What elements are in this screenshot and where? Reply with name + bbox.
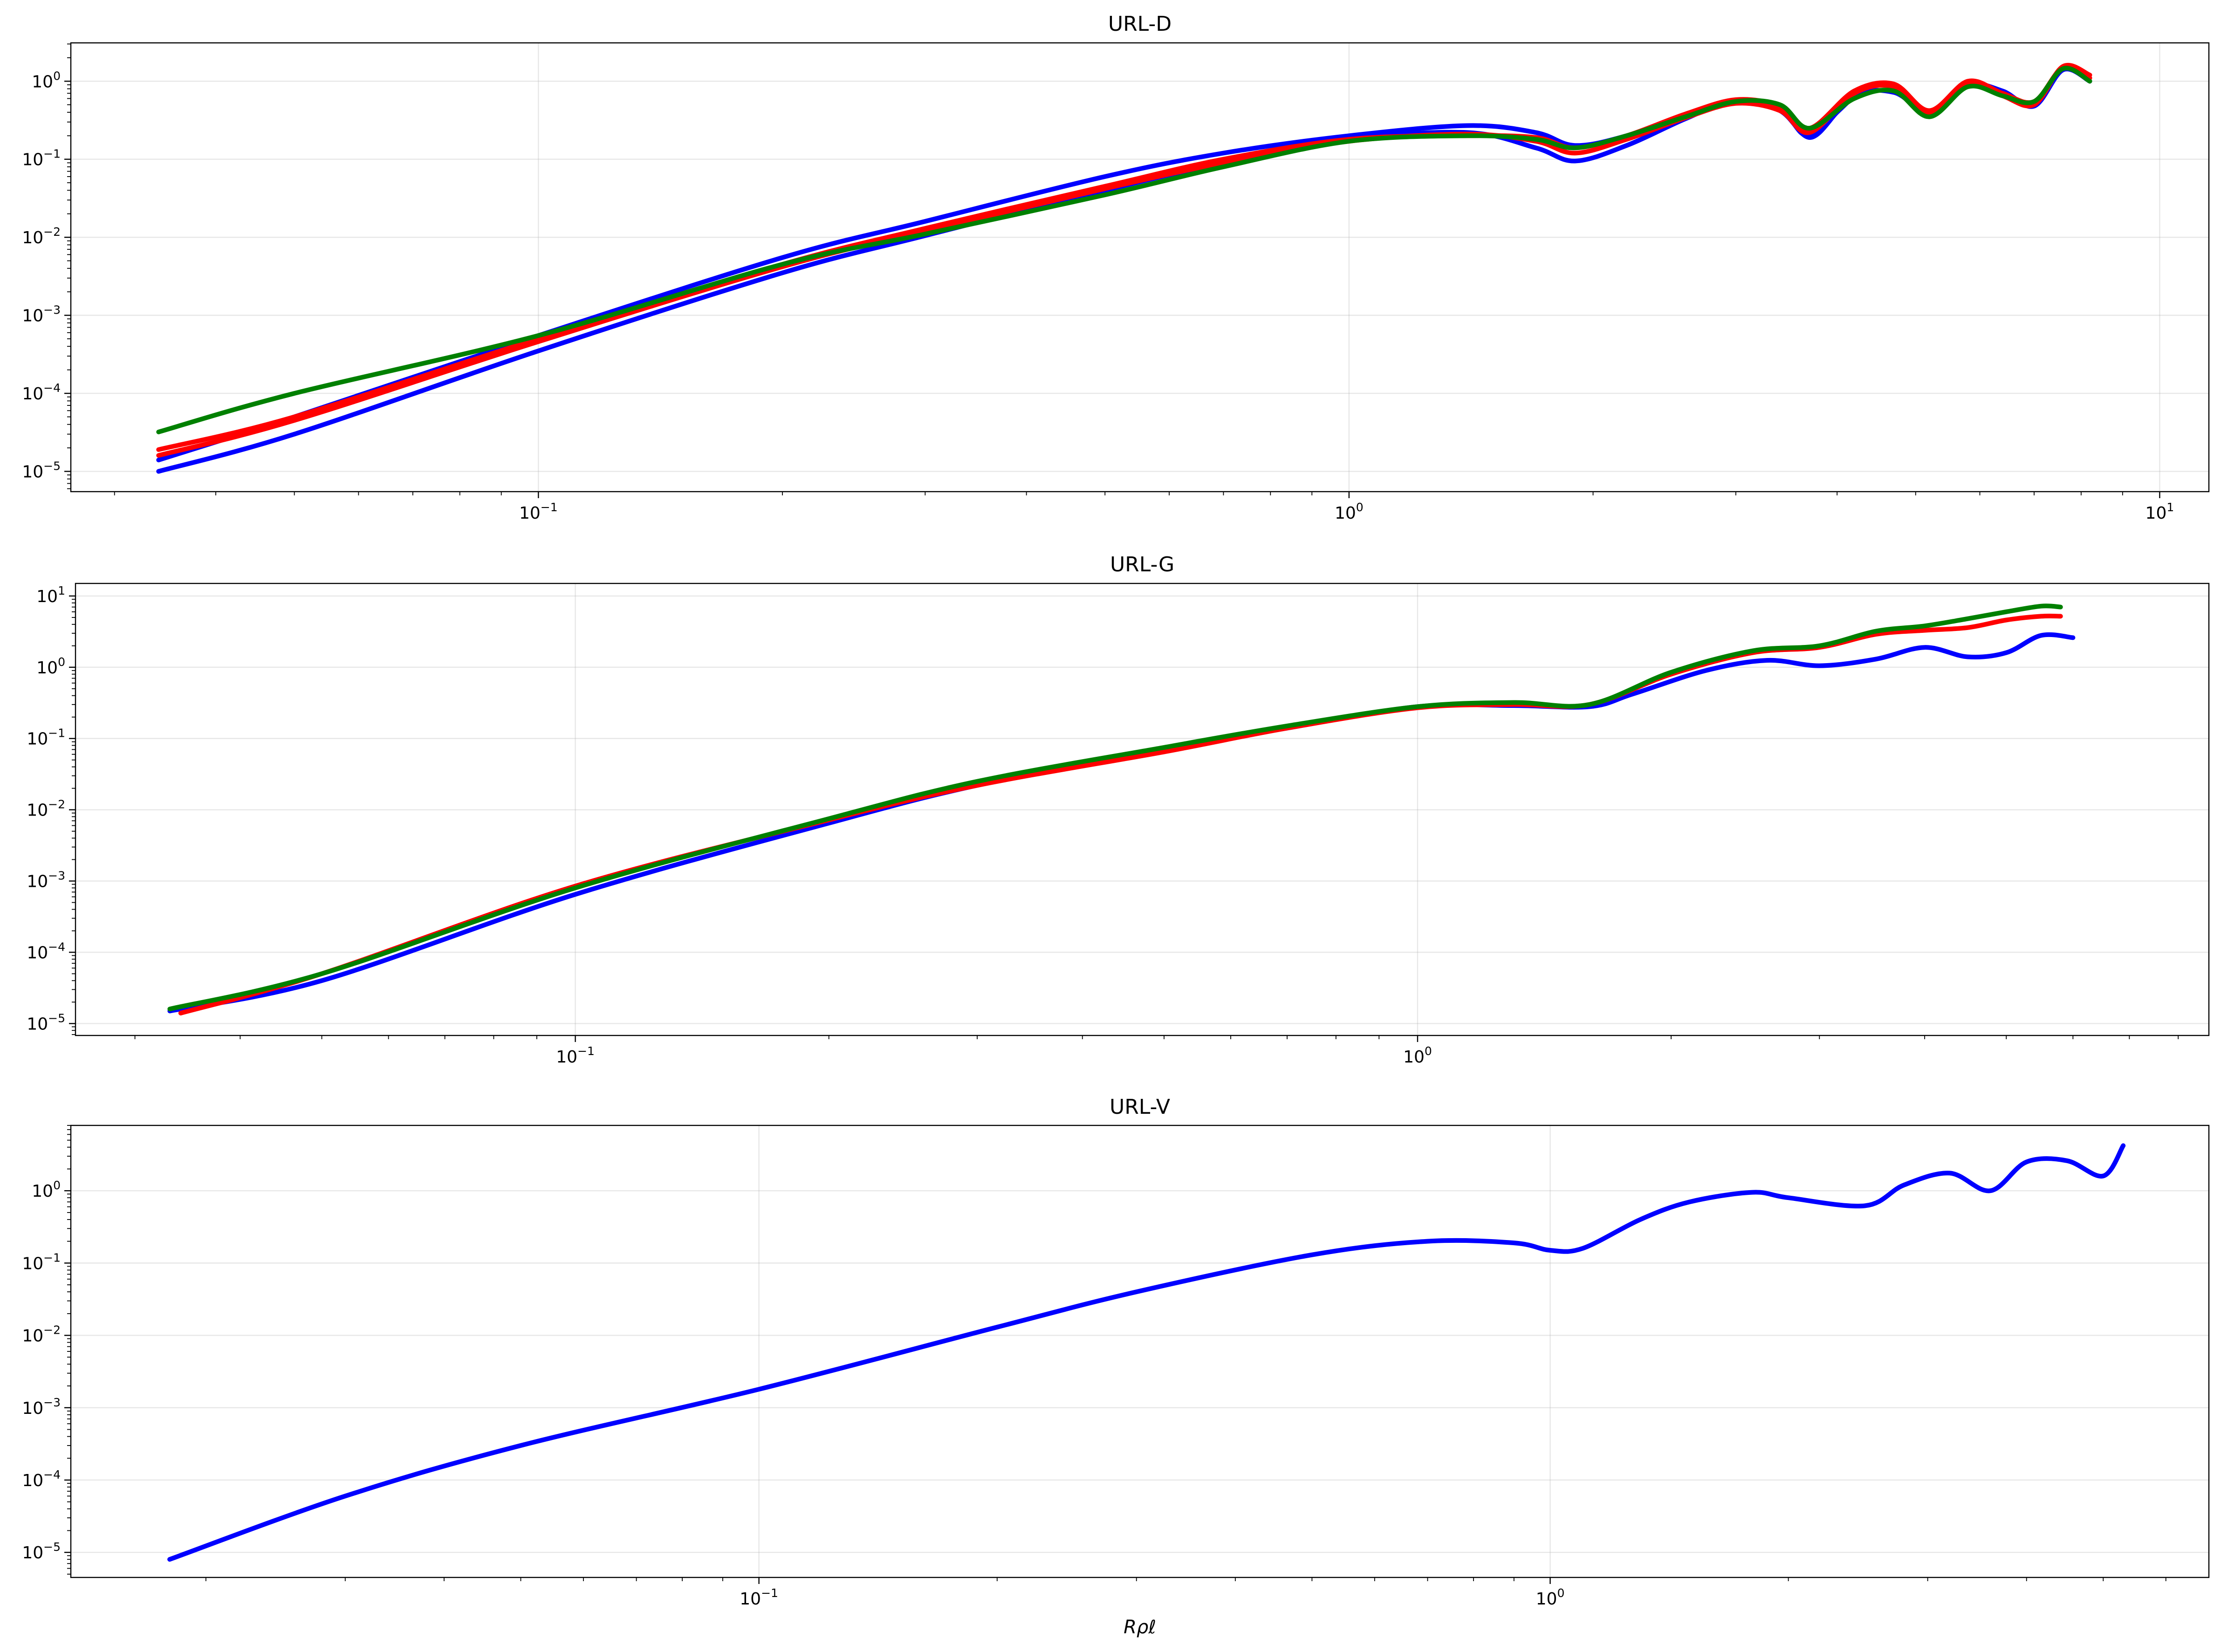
series-line-green-5 [156,66,2092,434]
y-tick-label: 100 [32,1179,61,1201]
series-line-blue-1 [167,1143,2126,1562]
y-tick-label: 10−4 [22,381,61,404]
panel-url-v: 10−1 100 10−5 10−4 10−3 10−2 10−1 100 URL-V Rρℓ [22,1095,2210,1638]
panel-url-g: 10−1 100 10−5 10−4 10−3 10−2 10−1 100 101 URL-G [27,553,2210,1067]
ticks-url-d: 10−1 100 101 10−5 10−4 10−3 10−2 10−1 100 [22,43,2174,523]
x-tick-label: 10−1 [740,1586,778,1609]
panel-url-d: 10−1 100 101 10−5 10−4 10−3 10−2 10−1 100 URL-D [22,12,2210,523]
series-group-url-g [167,603,2076,1015]
y-tick-label: 10−2 [22,225,61,247]
ticks-url-g: 10−1 100 10−5 10−4 10−3 10−2 10−1 100 101 [27,584,2179,1067]
grid-url-d [71,43,2209,492]
y-tick-label: 10−3 [22,1396,61,1418]
x-tick-label: 10−1 [556,1044,595,1067]
y-tick-label: 10−3 [27,869,65,891]
y-tick-label: 10−3 [22,303,61,326]
grid-url-g [75,583,2209,1035]
y-tick-label: 10−5 [22,1540,61,1563]
y-tick-label: 10−1 [22,147,61,170]
series-line-green-3 [167,603,2063,1012]
y-tick-label: 10−5 [22,459,61,482]
y-tick-label: 10−4 [27,940,65,962]
series-group-url-v [167,1143,2126,1562]
y-tick-label: 10−2 [27,798,65,820]
chart-title-url-g: URL-G [1110,553,1174,576]
y-tick-label: 100 [36,655,65,678]
y-tick-label: 10−1 [27,727,65,749]
x-tick-label: 10−1 [519,500,558,523]
chart-title-url-v: URL-V [1110,1095,1170,1119]
axes-frame-url-d [70,42,2210,493]
x-tick-label: 100 [1536,1586,1565,1609]
series-group-url-d [156,63,2092,474]
x-tick-label: 100 [1335,500,1364,523]
y-tick-label: 10−2 [22,1323,61,1346]
x-axis-label: Rρℓ [1124,1617,1156,1638]
x-tick-label: 100 [1403,1044,1432,1067]
y-tick-label: 10−1 [22,1251,61,1273]
y-tick-label: 100 [32,69,61,91]
grid-url-v [71,1125,2209,1577]
y-tick-label: 101 [36,584,65,606]
ticks-url-v: 10−1 100 10−5 10−4 10−3 10−2 10−1 100 [22,1125,2166,1609]
y-tick-label: 10−5 [27,1011,65,1034]
y-tick-label: 10−4 [22,1468,61,1490]
x-tick-label: 101 [2146,500,2174,523]
chart-title-url-d: URL-D [1108,12,1172,36]
